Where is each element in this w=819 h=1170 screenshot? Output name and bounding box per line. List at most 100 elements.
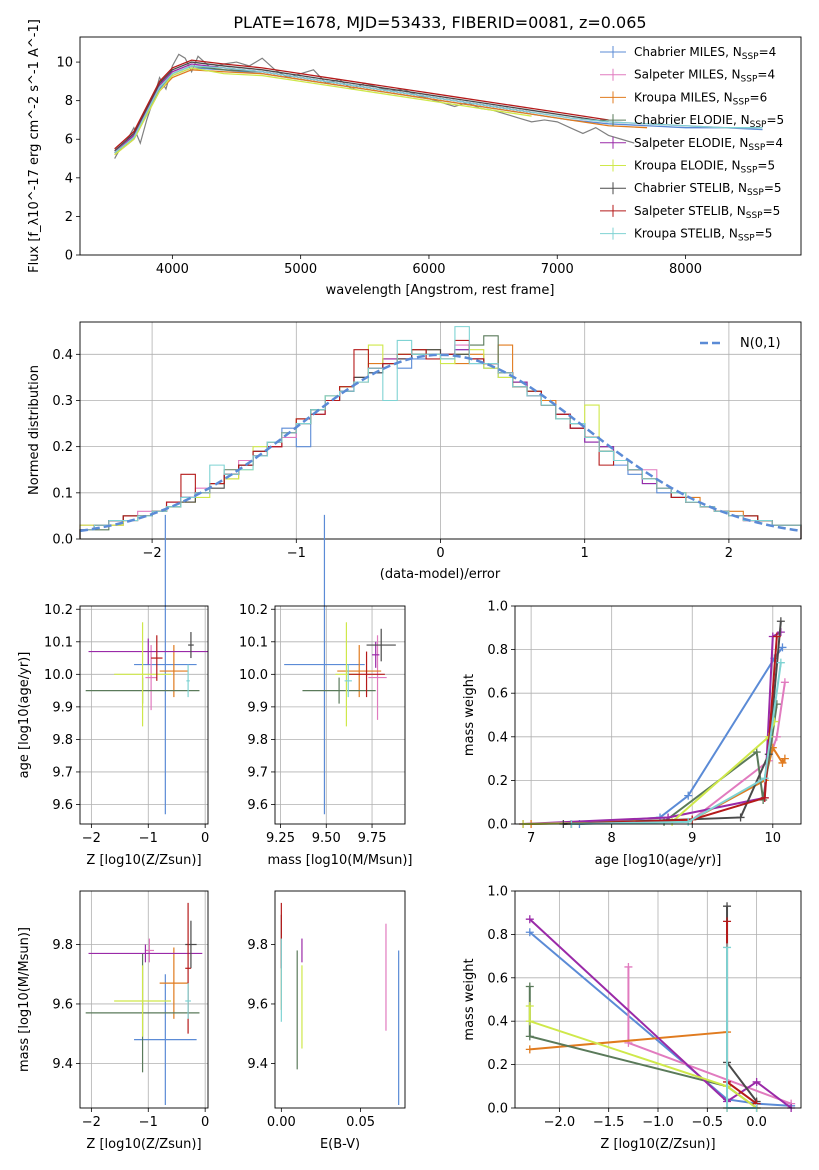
legend-label: Kroupa MILES, NSSP=6	[634, 90, 767, 107]
weight-point-marker	[772, 732, 781, 741]
x-axis-label: Z [log10(Z/Zsun)]	[86, 853, 201, 868]
y-tick-label: 9.6	[52, 798, 73, 813]
y-tick-label: 10.1	[44, 635, 73, 650]
y-tick-label: 9.8	[247, 733, 268, 748]
plot-area-mass_vs_ebv	[280, 902, 400, 1106]
y-tick-label: 0.8	[487, 643, 508, 658]
weight-point-marker	[752, 748, 761, 757]
weight-point-marker	[776, 617, 785, 626]
x-tick-label: 9.25	[266, 831, 295, 846]
y-tick-label: 10.0	[44, 668, 73, 683]
y-tick-label: 0.6	[487, 687, 508, 702]
x-axis-label: Z [log10(Z/Zsun)]	[86, 1137, 201, 1152]
legend: Chabrier MILES, NSSP=4 Salpeter MILES, NS…	[600, 45, 784, 244]
legend-label: Chabrier STELIB, NSSP=5	[634, 181, 782, 198]
y-tick-label: 10.2	[44, 603, 73, 618]
x-tick-label: 9.50	[312, 831, 341, 846]
legend-label: Salpeter ELODIE, NSSP=4	[634, 136, 783, 153]
x-axis-label: Z [log10(Z/Zsun)]	[600, 1137, 715, 1152]
legend-label: Salpeter MILES, NSSP=4	[634, 68, 775, 85]
observed-spectrum-line	[114, 53, 635, 159]
x-tick-label: 8000	[669, 262, 702, 277]
y-tick-label: 10.0	[239, 668, 268, 683]
plot-area-weight_vs_z	[525, 902, 796, 1112]
y-tick-label: 10	[56, 56, 73, 71]
y-tick-label: 0.2	[52, 440, 73, 455]
gaussian-curve	[79, 353, 802, 533]
x-tick-label: 0	[201, 1115, 209, 1130]
panel-mass_vs_ebv: 0.00 0.05 9.4 9.6 9.8 E(B-V)	[247, 890, 406, 1152]
y-axis-label: age [log10(age/yr)]	[17, 652, 32, 779]
axes-frame	[274, 890, 406, 1109]
y-tick-label: 9.6	[52, 997, 73, 1012]
x-tick-label: −1	[287, 546, 306, 561]
model-series-line	[114, 67, 532, 156]
x-tick-label: 2	[725, 546, 733, 561]
x-tick-label: 0.0	[746, 1115, 767, 1130]
plot-area-mass_vs_z	[85, 902, 203, 1106]
panel-weight_vs_z: −2.0 −1.5 −1.0 −0.5 0.0 0.0 0.2 0.4 0.6 0.8 1.0 Z […	[462, 885, 802, 1152]
weight-series-line	[523, 631, 782, 825]
x-tick-label: −1.0	[642, 1115, 674, 1130]
weight-point-marker	[525, 1002, 534, 1011]
y-tick-label: 10.1	[239, 635, 268, 650]
panel-weight_vs_age: 7 8 9 10 0.0 0.2 0.4 0.6 0.8 1.0 age [log10(age/yr…	[462, 600, 802, 868]
x-tick-label: 7000	[541, 262, 574, 277]
y-tick-label: 9.6	[247, 997, 268, 1012]
weight-point-marker	[760, 774, 769, 783]
weight-point-marker	[525, 1017, 534, 1026]
y-tick-label: 0.1	[52, 486, 73, 501]
x-tick-label: 0.05	[346, 1115, 375, 1130]
plot-area-residuals	[79, 326, 802, 539]
weight-point-marker	[736, 813, 745, 822]
plot-area-age_vs_mass	[284, 514, 396, 815]
y-tick-label: 0.0	[52, 533, 73, 548]
model-series-line	[114, 65, 763, 154]
weight-series-line	[571, 636, 778, 825]
x-tick-label: 9.75	[358, 831, 387, 846]
weight-point-marker	[772, 632, 781, 641]
weight-point-marker	[760, 793, 769, 802]
weight-point-marker	[723, 943, 732, 952]
axes-frame	[79, 36, 802, 256]
panel-age_vs_mass: 9.25 9.50 9.75 9.6 9.7 9.8 9.9 10.0 10.1 10.2 mass…	[239, 514, 413, 868]
weight-series-line	[529, 918, 792, 1109]
axes-frame	[514, 605, 802, 825]
weight-point-marker	[525, 1045, 534, 1054]
x-tick-label: −1.5	[593, 1115, 625, 1130]
panel-age_vs_z: −2 −1 0 9.6 9.7 9.8 9.9 10.0 10.1 10.2 Z [log10(Z/…	[17, 514, 209, 868]
panel-residuals: −2 −1 0 1 2 0.0 0.1 0.2 0.3 0.4 N(0,1) (data-model)…	[27, 321, 802, 582]
x-axis-label: wavelength [Angstrom, rest frame]	[326, 283, 555, 298]
y-tick-label: 0.2	[487, 1058, 508, 1073]
weight-point-marker	[780, 678, 789, 687]
weight-point-marker	[684, 791, 693, 800]
weight-point-marker	[780, 754, 789, 763]
plot-area-age_vs_z	[85, 514, 208, 815]
weight-series-line	[571, 662, 782, 825]
plot-area-spectrum	[114, 53, 763, 159]
weight-point-marker	[752, 1077, 761, 1086]
legend-label: Chabrier MILES, NSSP=4	[634, 45, 776, 62]
y-tick-label: 0.0	[487, 818, 508, 833]
weight-point-marker	[776, 658, 785, 667]
x-tick-label: 4000	[156, 262, 189, 277]
histogram-step	[79, 326, 802, 539]
figure-title: PLATE=1678, MJD=53433, FIBERID=0081, z=0…	[233, 13, 646, 32]
x-tick-label: −2	[143, 546, 162, 561]
y-tick-label: 0.6	[487, 971, 508, 986]
weight-series-line	[563, 621, 782, 825]
model-series-line	[114, 69, 648, 156]
y-tick-label: 0.2	[487, 774, 508, 789]
y-tick-label: 9.8	[247, 938, 268, 953]
y-tick-label: 9.9	[247, 700, 268, 715]
x-tick-label: 6000	[412, 262, 445, 277]
x-tick-label: 5000	[284, 262, 317, 277]
weight-series-line	[528, 1006, 758, 1109]
y-tick-label: 9.8	[52, 733, 73, 748]
y-axis-label: mass [log10(M/Msun)]	[17, 927, 32, 1072]
weight-series-line	[529, 931, 792, 1107]
legend-label: Kroupa STELIB, NSSP=5	[634, 227, 772, 244]
x-axis-label: mass [log10(M/Msun)]	[267, 853, 412, 868]
weight-series-line	[579, 646, 784, 825]
